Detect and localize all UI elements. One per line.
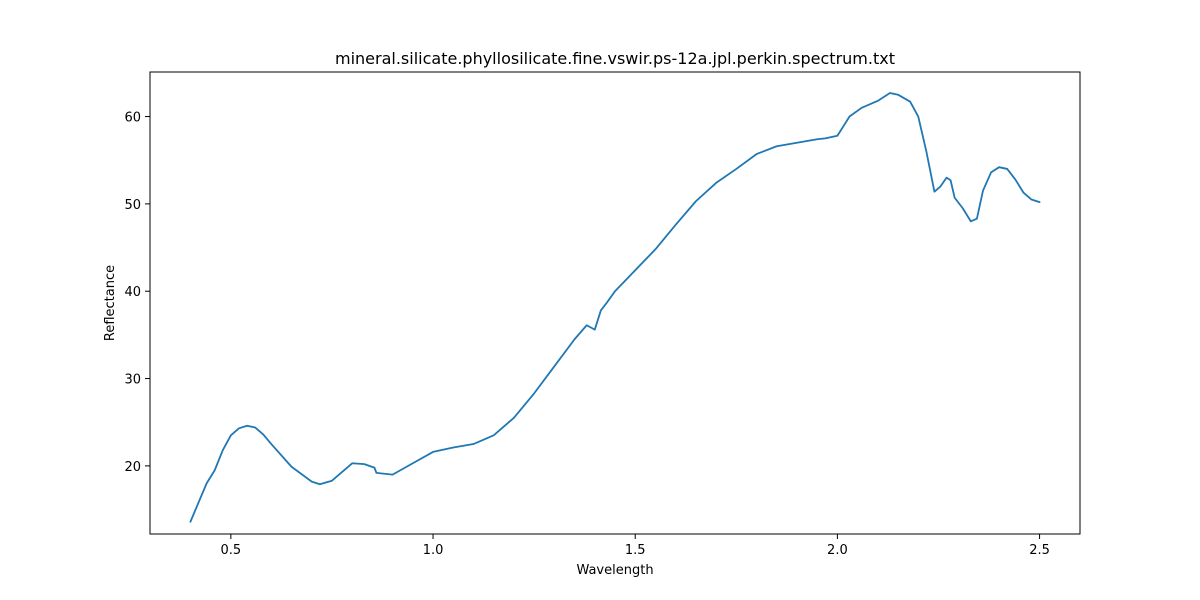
x-tick-label: 2.5 xyxy=(1029,543,1050,558)
y-tick-label: 60 xyxy=(124,111,141,126)
axes-frame xyxy=(149,71,1081,535)
x-axis-label: Wavelength xyxy=(576,563,653,578)
plot-area xyxy=(149,71,1081,535)
reflectance-line xyxy=(189,92,1041,523)
y-axis-ticks: 20 30 40 50 60 xyxy=(124,111,150,475)
y-tick-label: 30 xyxy=(124,373,141,388)
x-tick-label: 2.0 xyxy=(827,543,848,558)
y-tick-label: 50 xyxy=(124,198,141,213)
y-tick-label: 40 xyxy=(124,285,141,300)
x-axis-ticks: 0.5 1.0 1.5 2.0 2.5 xyxy=(221,534,1050,558)
y-tick-label: 20 xyxy=(124,460,141,475)
x-tick-label: 1.0 xyxy=(423,543,444,558)
x-tick-label: 0.5 xyxy=(221,543,242,558)
chart-title: mineral.silicate.phyllosilicate.fine.vsw… xyxy=(335,49,895,68)
x-tick-label: 1.5 xyxy=(625,543,646,558)
y-axis-label: Reflectance xyxy=(103,265,118,341)
